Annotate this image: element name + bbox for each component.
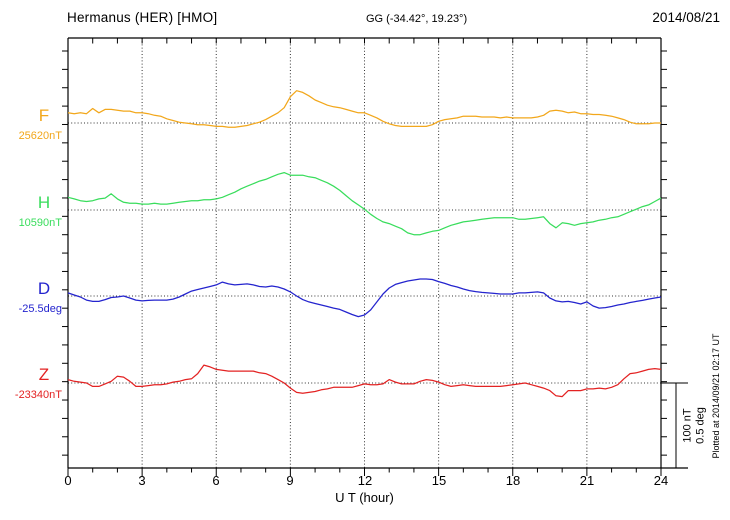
trace-baseline-z: -23340nT (14, 389, 62, 401)
x-tick-24: 24 (653, 473, 669, 488)
trace-baseline-h: 10590nT (18, 217, 62, 229)
trace-curve-d (67, 278, 662, 318)
station-title: Hermanus (HER) [HMO] (67, 10, 218, 25)
trace-label-d: D (37, 279, 51, 298)
trace-curve-z (67, 364, 662, 398)
x-tick-15: 15 (431, 473, 447, 488)
trace-curve-h (67, 171, 662, 236)
trace-label-h: H (37, 193, 51, 212)
x-tick-18: 18 (505, 473, 521, 488)
x-tick-9: 9 (286, 473, 294, 488)
x-tick-0: 0 (64, 473, 72, 488)
scale-bar-label: 100 nT 0.5 deg (681, 407, 707, 444)
x-tick-3: 3 (138, 473, 146, 488)
trace-label-z: Z (38, 365, 50, 384)
geographic-coordinates: GG (-34.42°, 19.23°) (366, 13, 468, 25)
x-tick-21: 21 (579, 473, 595, 488)
trace-label-f: F (38, 106, 50, 125)
x-tick-12: 12 (357, 473, 373, 488)
trace-curve-f (67, 90, 661, 128)
observation-date: 2014/08/21 (652, 10, 720, 25)
x-tick-6: 6 (212, 473, 220, 488)
x-axis-label: U T (hour) (335, 490, 394, 505)
plotted-at-note: Plotted at 2014/09/21 02:17 UT (711, 333, 721, 459)
trace-baseline-f: 25620nT (18, 130, 62, 142)
trace-baseline-d: -25.5deg (18, 303, 62, 315)
